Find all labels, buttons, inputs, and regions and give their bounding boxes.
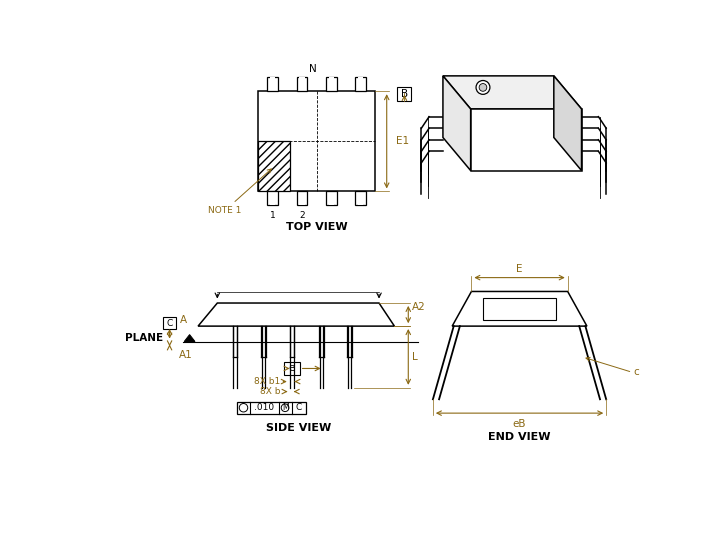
Text: .010: .010 xyxy=(254,403,275,412)
Polygon shape xyxy=(483,297,556,320)
Text: 8X b1: 8X b1 xyxy=(254,377,280,386)
Bar xyxy=(355,191,366,205)
Bar xyxy=(329,77,334,84)
Bar xyxy=(268,191,278,205)
Bar xyxy=(270,198,275,205)
Bar xyxy=(397,87,411,101)
Text: c: c xyxy=(633,367,639,377)
Text: L: L xyxy=(412,352,418,362)
Text: eB: eB xyxy=(513,419,526,429)
Text: N: N xyxy=(309,64,316,73)
Bar xyxy=(258,91,375,191)
Polygon shape xyxy=(198,303,394,326)
Text: 2: 2 xyxy=(299,211,305,220)
Text: NOTE 1: NOTE 1 xyxy=(208,169,271,215)
Bar xyxy=(358,198,363,205)
Polygon shape xyxy=(443,76,581,109)
Bar xyxy=(164,317,176,329)
Polygon shape xyxy=(452,292,587,326)
Text: A1: A1 xyxy=(179,351,193,360)
Bar xyxy=(270,77,275,84)
Text: A: A xyxy=(181,315,188,325)
Polygon shape xyxy=(184,334,195,341)
Bar xyxy=(297,77,307,91)
Bar xyxy=(285,362,299,375)
Text: E: E xyxy=(516,264,523,274)
Bar xyxy=(329,198,334,205)
Circle shape xyxy=(239,404,248,412)
Bar xyxy=(355,77,366,91)
Text: E1: E1 xyxy=(396,136,409,146)
Circle shape xyxy=(281,404,289,412)
Bar xyxy=(268,77,278,91)
Polygon shape xyxy=(554,76,581,170)
Circle shape xyxy=(476,80,490,94)
Polygon shape xyxy=(471,109,581,170)
Text: TOP VIEW: TOP VIEW xyxy=(286,222,348,232)
Bar xyxy=(358,77,363,84)
Bar xyxy=(299,77,304,84)
Polygon shape xyxy=(443,76,471,170)
Text: 8X b: 8X b xyxy=(260,387,280,396)
Text: 1: 1 xyxy=(270,211,275,220)
Bar xyxy=(258,142,290,191)
Text: B: B xyxy=(401,88,408,99)
Text: END VIEW: END VIEW xyxy=(489,433,551,442)
Text: e: e xyxy=(289,363,295,374)
Text: M: M xyxy=(282,403,288,412)
Text: SIDE VIEW: SIDE VIEW xyxy=(266,423,331,433)
Text: PLANE: PLANE xyxy=(125,333,163,344)
Bar xyxy=(326,191,337,205)
Bar xyxy=(297,191,307,205)
Circle shape xyxy=(479,84,487,91)
Text: C: C xyxy=(296,403,302,412)
Text: C: C xyxy=(166,318,173,327)
Bar xyxy=(326,77,337,91)
Text: A2: A2 xyxy=(412,302,426,312)
Bar xyxy=(236,401,306,414)
Bar xyxy=(299,198,304,205)
